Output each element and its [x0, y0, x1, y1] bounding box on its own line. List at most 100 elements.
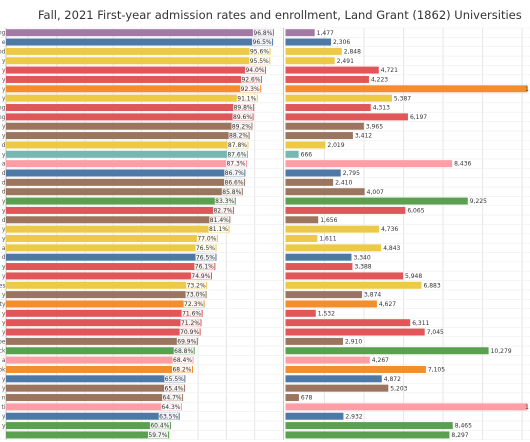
enrollment-label: 3,388 [354, 264, 371, 271]
rate-label: 73.2% [187, 282, 206, 289]
row-label: ng [0, 105, 6, 112]
enrollment-bar [285, 356, 370, 364]
row-label: a [2, 245, 6, 252]
row-label: d [2, 254, 6, 261]
rate-label-bg [181, 309, 202, 317]
row-label: ok [0, 366, 6, 373]
rate-label-bg [164, 375, 185, 383]
chart-row: od 95.6% 2,848 [0, 47, 361, 55]
rate-label-bg [214, 197, 235, 205]
rate-label-bg [172, 366, 193, 373]
rate-bar [6, 160, 248, 168]
enrollment-bar [285, 66, 379, 74]
row-label: y [2, 133, 6, 140]
enrollment-bar [285, 263, 353, 271]
rate-bar [6, 38, 274, 46]
rate-bar [6, 375, 186, 383]
rate-label: 76.5% [196, 254, 215, 261]
row-label: y [2, 235, 6, 242]
rate-bar [6, 169, 246, 177]
rate-label-bg [176, 337, 197, 345]
rate-label-bg [179, 328, 200, 336]
rate-label: 72.3% [184, 301, 203, 308]
rate-bar [6, 337, 198, 345]
enrollment-bar [285, 122, 364, 130]
rate-bar [6, 281, 208, 289]
rate-bar [6, 178, 246, 186]
rate-label-bg [208, 225, 229, 233]
row-label: y [2, 123, 6, 130]
row-label: y [2, 320, 6, 327]
enrollment-label: 3,965 [366, 123, 383, 130]
row-label: y [2, 376, 6, 383]
rate-label: 95.6% [250, 48, 269, 55]
enrollment-label: 4,223 [371, 77, 388, 84]
chart-row: y 87.6% 666 [2, 150, 312, 158]
chart-row: y 92.6% 4,223 [2, 75, 388, 84]
enrollment-bar [285, 300, 377, 308]
enrollment-label: 4,872 [384, 376, 401, 383]
enrollment-bar [285, 29, 315, 37]
rate-label: 74.9% [191, 273, 210, 280]
rate-bar [6, 29, 274, 37]
enrollment-bar [285, 309, 316, 317]
row-label: y [2, 273, 6, 280]
rate-label: 86.7% [225, 170, 244, 177]
rate-bar [6, 319, 202, 327]
row-label: ng [0, 114, 6, 121]
row-label: es [0, 282, 6, 289]
enrollment-label: 6,311 [412, 320, 429, 327]
enrollment-label: 1,611 [319, 236, 336, 243]
rate-bar [6, 412, 180, 420]
rate-bar [6, 94, 258, 102]
rate-label: 81.4% [210, 217, 229, 224]
enrollment-label: 2,019 [327, 142, 344, 149]
rate-label-bg [224, 178, 245, 186]
enrollment-label: 3,412 [355, 133, 372, 140]
enrollment-bar [285, 365, 426, 373]
row-label: d [2, 189, 6, 196]
rate-label-bg [209, 216, 230, 223]
enrollment-bar [285, 431, 450, 439]
rate-bar [6, 75, 263, 83]
enrollment-bar [285, 188, 365, 196]
chart-row: y 91.1% 5,387 [2, 94, 411, 102]
chart-row: ng 89.6% 6,197 [0, 113, 427, 121]
enrollment-bar [285, 113, 408, 121]
rate-label: 63.5% [159, 413, 178, 420]
enrollment-bar [285, 422, 453, 430]
rate-bar [6, 197, 236, 205]
rate-label-bg [195, 244, 216, 252]
rate-label: 70.9% [180, 329, 199, 336]
chart-row: be 69.9% 2,910 [0, 337, 362, 345]
rate-bar [6, 216, 231, 224]
rate-label: 87.8% [228, 142, 247, 149]
rate-bar [6, 272, 212, 280]
rate-bar [6, 309, 203, 317]
row-label: y [2, 310, 6, 317]
row-label: y [2, 207, 6, 214]
enrollment-bar [285, 104, 371, 112]
row-label: be [0, 338, 6, 345]
enrollment-bar [285, 38, 332, 46]
chart-row: ck 68.8% 10,279 [0, 347, 512, 355]
enrollment-bar [285, 328, 425, 336]
row-label: a [2, 161, 6, 168]
chart-row: n 64.7% 678 [2, 394, 313, 402]
rate-bar [6, 188, 243, 196]
rate-bar [6, 347, 195, 355]
enrollment-label: 4,313 [373, 105, 390, 112]
rate-label: 96.5% [253, 39, 272, 46]
chart-row: d 76.5% 3,340 [2, 253, 371, 261]
chart-row: y 81.1% 4,736 [2, 225, 398, 233]
enrollment-bar [285, 169, 341, 177]
enrollment-bar [285, 403, 528, 411]
chart-row: y 71.2% 6,311 [2, 319, 430, 327]
enrollment-bar [285, 206, 406, 214]
enrollment-label: 1 [525, 404, 529, 411]
rate-bar [6, 365, 194, 373]
rate-label-bg [149, 422, 170, 429]
enrollment-bar [285, 85, 528, 93]
enrollment-label: 3,340 [353, 254, 370, 261]
enrollment-bar [285, 75, 369, 83]
